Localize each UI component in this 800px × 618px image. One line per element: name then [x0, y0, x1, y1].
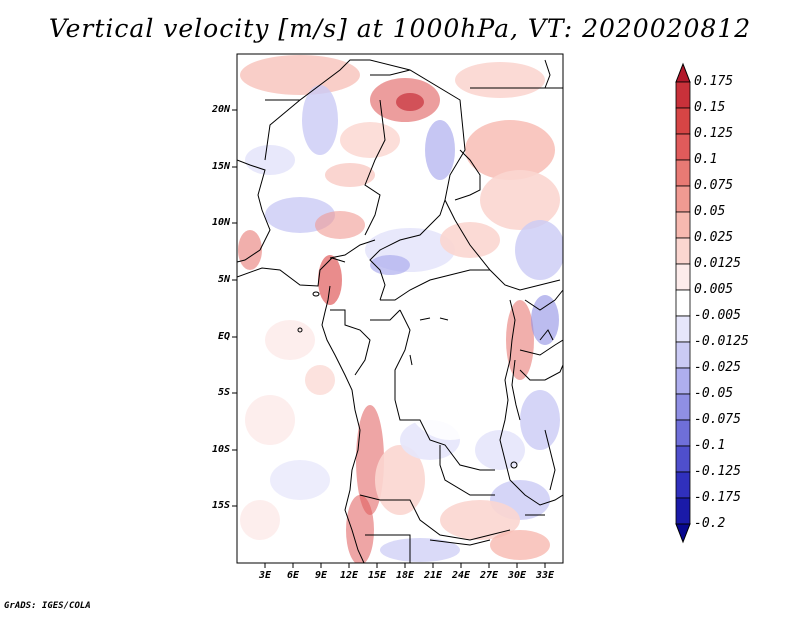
- colorbar-tick-label: -0.2: [694, 516, 726, 531]
- colorbar-band: [675, 393, 691, 421]
- colorbar-band: [675, 367, 691, 395]
- colorbar-tick-label: -0.025: [694, 360, 741, 375]
- lon-label-27e: 27E: [479, 570, 499, 581]
- colorbar-tick-label: 0.125: [694, 126, 734, 141]
- lat-label-10n: 10N: [211, 217, 230, 228]
- lat-label-10s: 10S: [211, 444, 230, 455]
- colorbar-band: [675, 341, 691, 369]
- colorbar-tick-label: -0.005: [694, 308, 741, 323]
- lat-label-eq: EQ: [217, 331, 230, 342]
- lon-label-24e: 24E: [451, 570, 471, 581]
- lat-label-5s: 5S: [217, 387, 230, 398]
- lon-label-18e: 18E: [395, 570, 415, 581]
- colorbar-band: [675, 159, 691, 187]
- colorbar-tick-label: 0.0125: [694, 256, 741, 271]
- colorbar-band: [675, 211, 691, 239]
- lon-label-3e: 3E: [258, 570, 272, 581]
- lat-label-15n: 15N: [211, 161, 230, 172]
- colorbar-band: [675, 445, 691, 473]
- colorbar-band: [675, 133, 691, 161]
- lon-label-21e: 21E: [423, 570, 443, 581]
- coastlines-and-borders: [237, 59, 563, 563]
- colorbar-tick-label: 0.1: [694, 152, 718, 167]
- map-title: Vertical velocity [m/s] at 1000hPa, VT: …: [48, 14, 752, 43]
- colorbar-band: [675, 107, 691, 135]
- colorbar-band: [675, 263, 691, 291]
- lon-label-33e: 33E: [535, 570, 555, 581]
- lon-label-30e: 30E: [507, 570, 527, 581]
- colorbar-tick-label: -0.0125: [694, 334, 749, 349]
- colorbar-tick-label: 0.175: [694, 74, 734, 89]
- colorbar-tick-label: -0.075: [694, 412, 741, 427]
- colorbar-bottom-arrow: [675, 523, 691, 544]
- colorbar-tick-label: 0.15: [694, 100, 726, 115]
- velocity-field: [238, 55, 563, 563]
- colorbar-band: [675, 315, 691, 343]
- lat-label-15s: 15S: [211, 500, 230, 511]
- colorbar-tick-label: -0.125: [694, 464, 741, 479]
- lon-label-9e: 9E: [314, 570, 328, 581]
- lon-label-12e: 12E: [339, 570, 359, 581]
- colorbar-band: [675, 289, 691, 317]
- colorbar-tick-label: -0.1: [694, 438, 726, 453]
- lat-label-5n: 5N: [217, 274, 230, 285]
- lat-label-20n: 20N: [211, 104, 230, 115]
- colorbar-band: [675, 185, 691, 213]
- lat-ticks: [232, 109, 237, 507]
- map-frame: [236, 53, 564, 564]
- colorbar: [675, 62, 691, 544]
- lon-ticks: [264, 563, 546, 568]
- colorbar-band: [675, 237, 691, 265]
- colorbar-band: [675, 497, 691, 525]
- lon-label-6e: 6E: [286, 570, 300, 581]
- colorbar-band: [675, 419, 691, 447]
- colorbar-tick-label: 0.025: [694, 230, 734, 245]
- colorbar-band: [675, 81, 691, 109]
- colorbar-tick-label: 0.05: [694, 204, 726, 219]
- colorbar-band: [675, 471, 691, 499]
- colorbar-tick-label: -0.05: [694, 386, 734, 401]
- lon-label-15e: 15E: [367, 570, 387, 581]
- colorbar-tick-label: 0.005: [694, 282, 734, 297]
- grads-credit: GrADS: IGES/COLA: [4, 601, 91, 611]
- colorbar-top-arrow: [675, 62, 691, 83]
- colorbar-tick-label: -0.175: [694, 490, 741, 505]
- colorbar-tick-label: 0.075: [694, 178, 734, 193]
